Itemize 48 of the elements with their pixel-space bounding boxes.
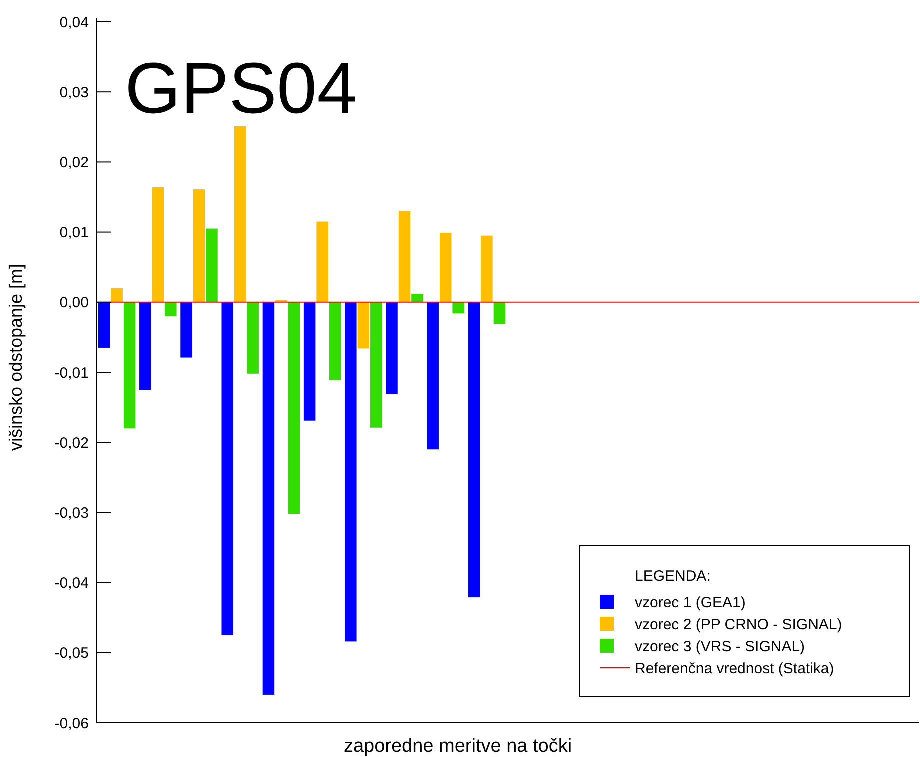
bar [427,302,439,450]
bar [206,228,218,302]
y-tick-label: -0,01 [54,364,89,382]
bar [152,187,164,302]
y-tick-label: 0,04 [60,14,89,32]
bar [386,302,398,394]
bar [329,302,342,380]
legend-label: vzorec 2 (PP CRNO - SIGNAL) [635,616,842,634]
bar [398,211,411,302]
legend-label: Referenčna vrednost (Statika) [635,660,834,678]
bar [165,302,177,316]
bar [494,302,506,324]
bar [180,302,192,358]
bar [262,302,275,695]
legend-title: LEGENDA: [635,568,711,585]
y-tick-label: -0,06 [54,715,89,732]
y-tick-label: 0,02 [60,154,89,172]
bar [412,294,424,302]
bar [468,302,480,598]
y-tick-label: -0,05 [54,645,89,662]
bar [222,302,234,636]
y-tick-label: 0,01 [60,224,89,242]
y-tick-label: -0,03 [54,504,89,522]
bar [452,302,464,314]
y-tick-label: 0,03 [60,84,89,102]
bar [140,302,152,390]
bar [288,302,300,514]
bar [111,288,123,302]
y-tick-label: -0,02 [54,434,89,452]
legend-label: vzorec 1 (GEA1) [635,594,746,612]
y-axis-title: višinsko odstopanje [m] [6,264,26,452]
bar [193,190,206,302]
bar [345,302,357,642]
bar [247,302,259,374]
bar [358,302,370,349]
bar [316,222,328,302]
x-axis-title: zaporedne meritve na točki [344,736,572,757]
bar [370,302,382,428]
bar [304,302,316,421]
bar [481,236,493,302]
legend-label: vzorec 3 (VRS - SIGNAL) [635,638,806,656]
bar [124,302,136,429]
bar [98,302,110,348]
chart-title: GPS04 [125,49,358,129]
bar [440,233,452,302]
y-tick-label: 0,00 [60,294,89,312]
bar [234,126,246,302]
y-tick-label: -0,04 [54,575,89,592]
